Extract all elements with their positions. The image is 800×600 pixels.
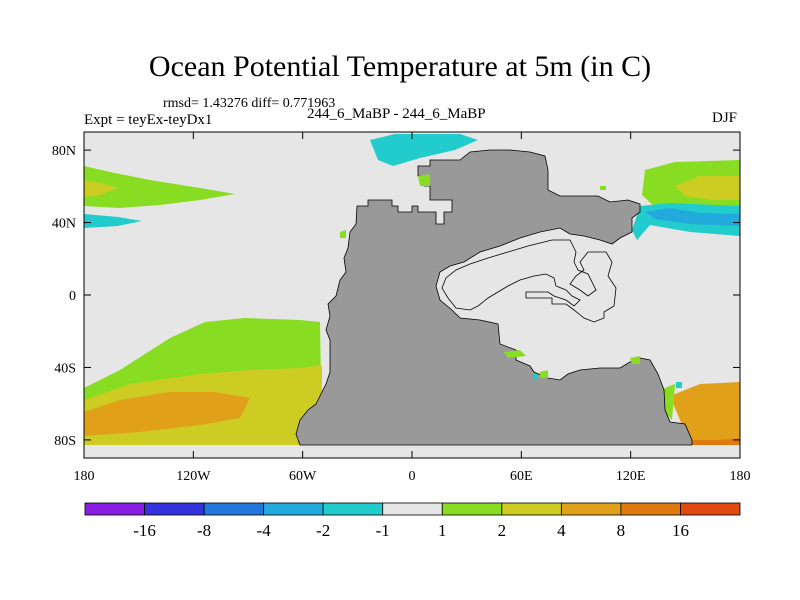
region-arctic-cold bbox=[370, 134, 478, 166]
colorbar: -16 -8 -4 -2 -1 1 2 4 8 16 bbox=[84, 502, 741, 540]
x-tick-label: 120E bbox=[616, 469, 646, 484]
chart-title: Ocean Potential Temperature at 5m (in C) bbox=[148, 50, 652, 83]
colorbar-swatch bbox=[144, 502, 205, 516]
region-north-pacific-west-warm-4 bbox=[84, 180, 118, 197]
season-label: DJF bbox=[712, 110, 738, 126]
region-southeast-warm-16 bbox=[692, 438, 740, 445]
case-label: 244_6_MaBP - 244_6_MaBP bbox=[307, 106, 486, 122]
spot-green-2 bbox=[340, 230, 346, 238]
y-tick-label: 0 bbox=[69, 289, 76, 304]
colorbar-label: -16 bbox=[133, 521, 156, 540]
x-tick-label: 0 bbox=[409, 469, 416, 484]
colorbar-label: 2 bbox=[498, 521, 507, 540]
colorbar-swatch bbox=[382, 502, 443, 516]
x-tick-label: 60E bbox=[510, 469, 533, 484]
x-tick-label: 120W bbox=[176, 469, 211, 484]
colorbar-label: 4 bbox=[557, 521, 566, 540]
x-tick-label: 180 bbox=[730, 469, 751, 484]
colorbar-swatch bbox=[501, 502, 562, 516]
colorbar-label: 8 bbox=[617, 521, 626, 540]
region-southern-ocean-warm-8 bbox=[84, 392, 250, 436]
colorbar-swatch bbox=[560, 502, 622, 516]
spot-green-6 bbox=[600, 186, 606, 190]
spot-green-5 bbox=[630, 356, 640, 364]
colorbar-label: 1 bbox=[438, 521, 447, 540]
colorbar-label: -8 bbox=[197, 521, 211, 540]
stats-label: rmsd= 1.43276 diff= 0.771963 bbox=[163, 96, 336, 111]
field-spots bbox=[340, 174, 682, 388]
colorbar-label: -2 bbox=[316, 521, 330, 540]
colorbar-label: -1 bbox=[376, 521, 390, 540]
colorbar-swatch bbox=[680, 502, 741, 516]
y-tick-label: 40N bbox=[52, 217, 76, 232]
x-axis: 180 120W 60W 0 60E 120E 180 bbox=[74, 132, 751, 484]
colorbar-label: 16 bbox=[672, 521, 689, 540]
inner-sea bbox=[441, 239, 617, 323]
colorbar-swatch bbox=[203, 502, 265, 516]
y-tick-label: 80S bbox=[54, 434, 76, 449]
colorbar-swatch bbox=[322, 502, 384, 516]
land-west bbox=[295, 149, 693, 446]
y-tick-label: 80N bbox=[52, 144, 76, 159]
spot-green-4 bbox=[540, 370, 548, 378]
region-east-tethys-colder bbox=[645, 208, 740, 226]
x-tick-label: 180 bbox=[74, 469, 95, 484]
spot-green-1 bbox=[418, 174, 430, 186]
region-north-pacific-west-warm-2 bbox=[84, 166, 235, 208]
colorbar-swatch bbox=[84, 502, 145, 516]
colorbar-label: -4 bbox=[257, 521, 272, 540]
y-tick-label: 40S bbox=[54, 361, 76, 376]
y-axis: 80N 40N 0 40S 80S bbox=[52, 144, 740, 449]
region-north-pacific-west-cold bbox=[84, 214, 142, 228]
colorbar-swatch bbox=[263, 502, 324, 516]
spot-cyan-2 bbox=[676, 382, 682, 388]
spot-cyan-1 bbox=[534, 374, 538, 380]
land-masses bbox=[295, 149, 693, 446]
colorbar-swatch bbox=[620, 502, 681, 516]
colorbar-swatch bbox=[441, 502, 503, 516]
spot-green-3 bbox=[504, 350, 526, 358]
region-east-tethys-warm-4 bbox=[675, 176, 740, 200]
x-tick-label: 60W bbox=[289, 469, 317, 484]
experiment-label: Expt = teyEx-teyDx1 bbox=[84, 112, 213, 128]
field-regions bbox=[84, 134, 740, 445]
